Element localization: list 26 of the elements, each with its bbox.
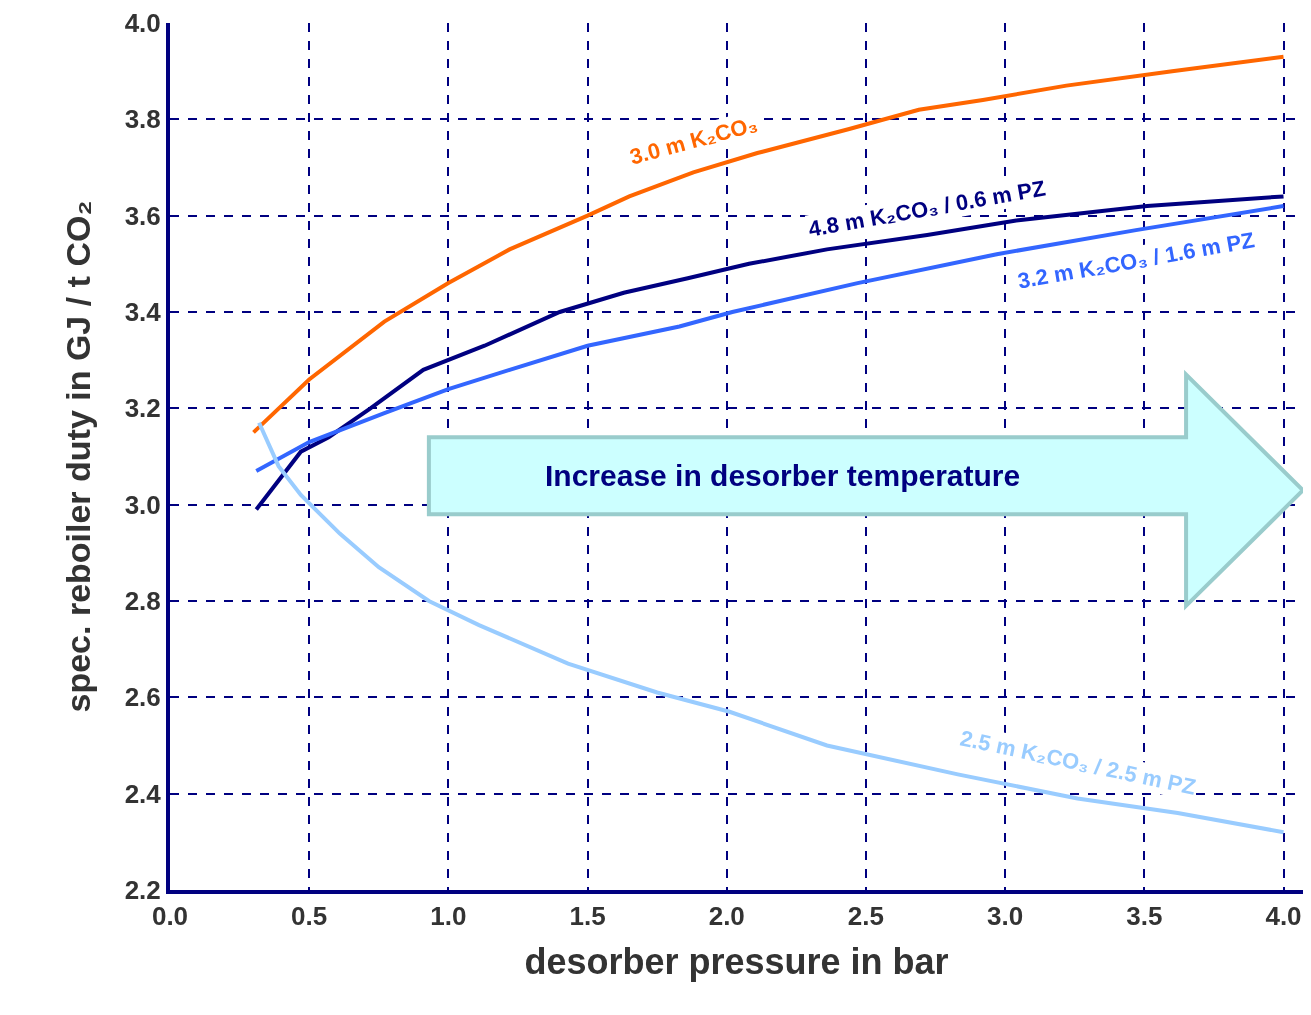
y-tick-label: 4.0 <box>124 8 161 39</box>
x-tick-label: 1.5 <box>569 901 606 932</box>
x-tick-label: 0.5 <box>291 901 328 932</box>
y-tick-label: 2.8 <box>124 586 161 617</box>
text: 2.5 m K₂CO₃ / 2.5 m PZ <box>958 725 1198 800</box>
x-tick-label: 2.0 <box>708 901 745 932</box>
line-series <box>257 420 1286 835</box>
x-tick-label: 1.0 <box>430 901 467 932</box>
x-tick-label: 4.0 <box>1265 901 1302 932</box>
y-tick-label: 3.6 <box>124 200 161 231</box>
y-tick-label: 3.8 <box>124 104 161 135</box>
line-series <box>251 54 1286 435</box>
y-tick-label: 3.4 <box>124 297 162 328</box>
y-axis-title: spec. reboiler duty in GJ / t CO₂ <box>58 200 97 713</box>
text: 4.8 m K₂CO₃ / 0.6 m PZ <box>806 175 1048 242</box>
y-tick-label: 3.2 <box>124 393 161 424</box>
x-axis-title: desorber pressure in bar <box>524 941 949 983</box>
x-tick-label: 3.0 <box>987 901 1024 932</box>
text: 3.2 m K₂CO₃ / 1.6 m PZ <box>1015 227 1257 294</box>
x-tick-label: 3.5 <box>1126 901 1163 932</box>
x-tick-label: 2.5 <box>847 901 885 932</box>
y-tick-label: 2.6 <box>124 682 161 713</box>
y-tick-label: 2.4 <box>124 778 162 809</box>
text: 3.0 m K₂CO₃ <box>627 111 761 170</box>
y-tick-label: 3.0 <box>124 489 161 520</box>
annotation: Increase in desorber temperature <box>545 459 1021 492</box>
